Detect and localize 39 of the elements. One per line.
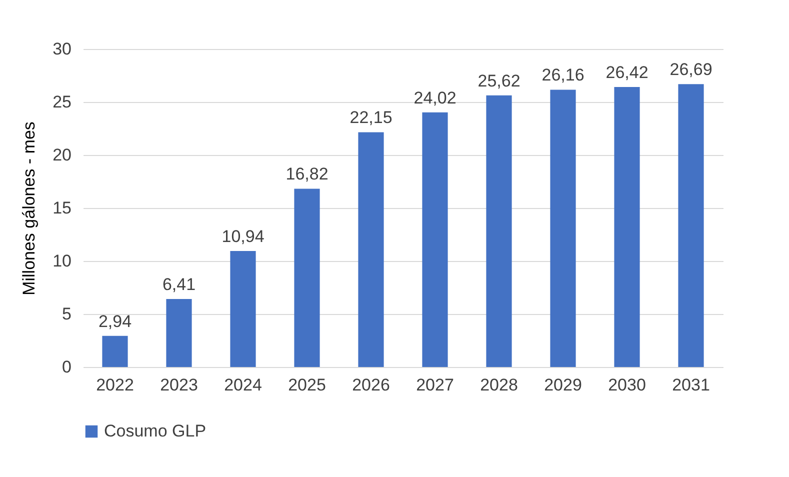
bar [678,84,704,367]
bar [614,86,640,367]
x-tick-label: 2028 [480,376,518,394]
data-label: 24,02 [414,88,456,108]
x-tick-label: 2027 [416,376,454,394]
x-tick-label: 2026 [352,376,390,394]
data-label: 6,41 [162,275,196,294]
bar [550,90,576,367]
data-label: 10,94 [222,227,264,246]
y-tick-label: 20 [52,146,72,164]
y-axis-title: Millones gálones - mes [20,122,39,296]
bar [294,188,320,367]
data-label: 16,82 [286,164,328,184]
legend-label: Cosumo GLP [104,422,206,440]
x-tick-label: 2025 [288,376,326,394]
data-label: 22,15 [350,108,392,128]
y-tick-label: 30 [52,40,72,58]
y-tick-label: 25 [52,92,72,112]
y-tick-label: 10 [52,252,72,270]
y-tick-label: 5 [62,304,72,324]
bar [422,112,448,367]
y-tick-label: 15 [52,198,72,218]
data-label: 26,69 [670,60,712,80]
data-label: 2,94 [98,312,132,331]
y-tick-label: 0 [62,358,72,376]
x-tick-label: 2023 [160,376,198,394]
x-tick-label: 2024 [224,376,262,394]
bar [486,95,512,367]
x-tick-label: 2030 [608,376,646,394]
bar [102,336,128,367]
bar [166,299,192,367]
bar [230,251,256,367]
data-label: 26,42 [606,62,648,82]
data-label: 26,16 [542,66,584,85]
x-tick-label: 2029 [544,376,582,394]
data-label: 25,62 [478,71,520,90]
bar [358,132,384,367]
x-tick-label: 2031 [672,376,710,394]
x-tick-label: 2022 [96,376,134,394]
